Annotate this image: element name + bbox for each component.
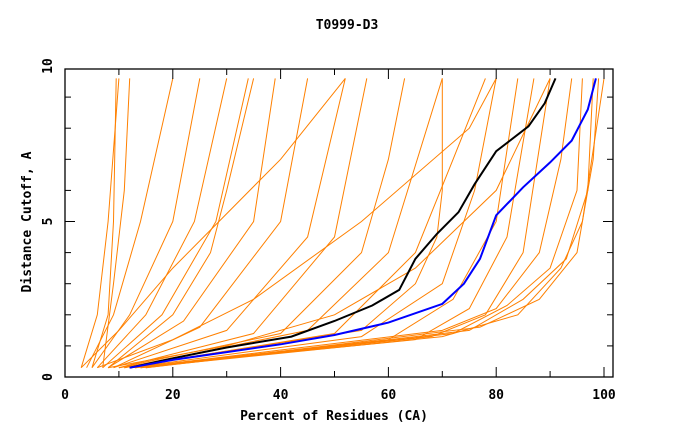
model-curve-26	[97, 78, 497, 369]
plot-frame	[64, 68, 614, 378]
model-curve-11	[118, 78, 368, 369]
model-curve-21	[145, 78, 594, 369]
model-curve-0	[80, 78, 120, 368]
x-tick-label: 60	[381, 388, 397, 403]
model-curve-4	[91, 78, 201, 368]
model-curve-20	[140, 78, 583, 369]
y-axis-label: Distance Cutoff, A	[20, 151, 35, 292]
model-curve-3	[86, 78, 174, 368]
model-curve-23	[140, 78, 605, 369]
plot-area	[80, 78, 605, 369]
model-curve-19	[135, 78, 573, 369]
x-tick-label: 80	[488, 388, 504, 403]
model-curve-6	[102, 78, 249, 369]
model-curve-24	[118, 78, 443, 369]
axes: 0 20 40 60 80 100 0 5 10	[41, 58, 616, 403]
model-curve-7	[107, 78, 255, 369]
x-tick-label: 100	[592, 388, 616, 403]
highlight-curve-1	[129, 78, 597, 369]
model-curve-8	[107, 78, 276, 369]
chart-title: T0999-D3	[316, 18, 379, 33]
model-curve-10	[113, 78, 346, 369]
model-curve-5	[96, 78, 228, 369]
model-curve-9	[113, 78, 309, 369]
model-curve-2	[102, 78, 131, 368]
x-tick-label: 0	[61, 388, 69, 403]
y-tick-label: 10	[41, 58, 56, 74]
model-curve-1	[91, 78, 117, 368]
y-tick-label: 5	[41, 218, 56, 226]
x-axis-label: Percent of Residues (CA)	[240, 409, 428, 424]
model-curve-27	[108, 78, 551, 369]
model-curve-25	[80, 78, 346, 369]
model-curve-15	[129, 78, 497, 369]
highlight-curve-0	[129, 78, 557, 369]
y-tick-label: 0	[41, 373, 56, 381]
model-curve-12	[118, 78, 406, 369]
x-tick-label: 40	[273, 388, 289, 403]
x-tick-label: 20	[165, 388, 181, 403]
